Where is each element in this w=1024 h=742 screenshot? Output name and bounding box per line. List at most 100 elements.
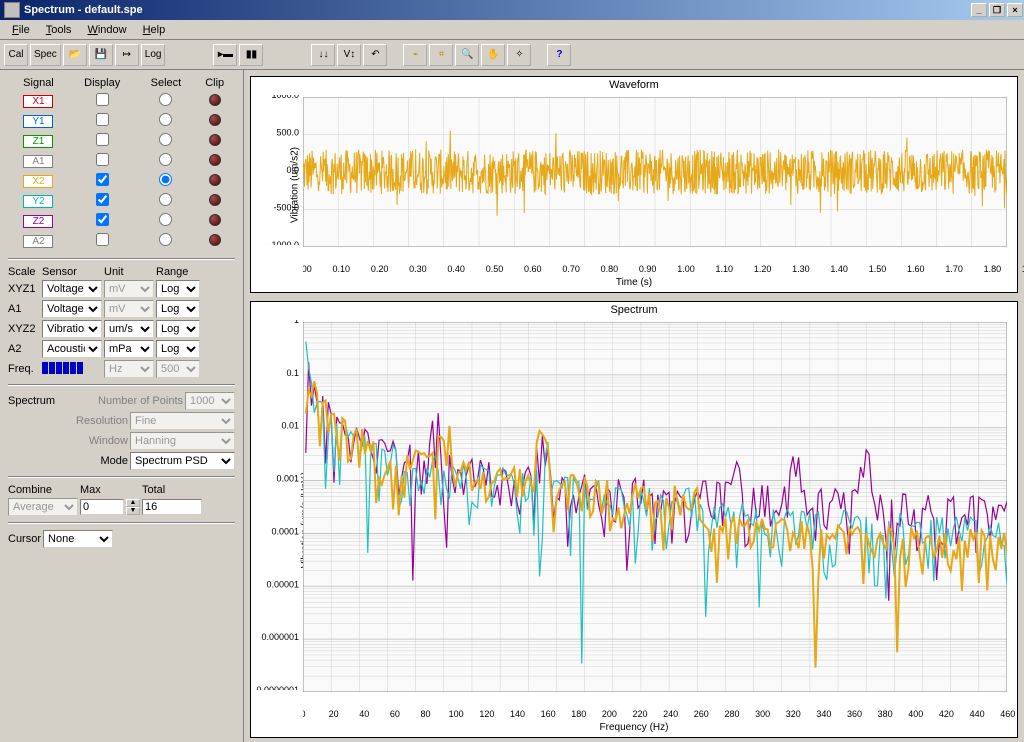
sensor-select[interactable]: Vibration — [42, 320, 102, 338]
svg-text:1: 1 — [294, 320, 299, 325]
svg-text:400: 400 — [908, 709, 923, 719]
sensor-select[interactable]: Voltage — [42, 300, 102, 318]
maximize-button[interactable]: ❐ — [989, 3, 1005, 17]
scale-row-label: XYZ1 — [8, 283, 40, 295]
signal-row: A2 — [10, 232, 233, 250]
open-button[interactable]: 📂 — [63, 44, 87, 66]
log-button[interactable]: Log — [141, 44, 166, 66]
max-spinner-up[interactable]: ▲ — [126, 499, 140, 507]
crosshair-icon: ✧ — [515, 49, 523, 60]
menu-file[interactable]: File — [4, 22, 38, 38]
select-radio[interactable] — [159, 233, 172, 246]
clip-led — [209, 94, 221, 106]
display-checkbox[interactable] — [96, 233, 109, 246]
range-select[interactable]: Log — [156, 300, 200, 318]
signal-label: X1 — [23, 95, 53, 108]
left-panel: Signal Display Select Clip X1 Y1 Z1 A1 X… — [0, 70, 244, 742]
svg-text:1.30: 1.30 — [792, 264, 810, 274]
clip-led — [209, 174, 221, 186]
select-radio[interactable] — [159, 173, 172, 186]
tool-grid-button[interactable]: ⌗ — [429, 44, 453, 66]
svg-text:1.50: 1.50 — [869, 264, 887, 274]
spectrum-chart[interactable]: Spectrum Vibration (um/s /Hz½) 10.10.010… — [250, 301, 1018, 738]
svg-text:80: 80 — [421, 709, 431, 719]
tool-vscale-button[interactable]: V↕ — [337, 44, 361, 66]
total-input[interactable] — [142, 499, 202, 515]
tool-reset-button[interactable]: ↶ — [363, 44, 387, 66]
help-button[interactable]: ? — [547, 44, 571, 66]
unit-header: Unit — [104, 266, 154, 278]
vcursor-icon: ↓↓ — [318, 49, 328, 60]
range-select[interactable]: Log — [156, 340, 200, 358]
window-title: Spectrum - default.spe — [24, 4, 970, 16]
tool-vcursor-button[interactable]: ↓↓ — [311, 44, 335, 66]
svg-text:140: 140 — [510, 709, 525, 719]
unit-select[interactable]: mPa — [104, 340, 154, 358]
max-input[interactable] — [80, 499, 124, 515]
pause-button[interactable]: ▮▮ — [239, 44, 263, 66]
play-icon: ▸▬ — [218, 49, 233, 60]
signal-row: X1 — [10, 92, 233, 110]
svg-text:260: 260 — [694, 709, 709, 719]
svg-text:500.0: 500.0 — [276, 128, 299, 138]
sensor-select[interactable]: Acoustic — [42, 340, 102, 358]
svg-text:360: 360 — [847, 709, 862, 719]
save-icon: 💾 — [95, 49, 107, 60]
svg-text:0.40: 0.40 — [447, 264, 465, 274]
cal-button[interactable]: Cal — [4, 44, 28, 66]
menu-window[interactable]: Window — [79, 22, 134, 38]
display-checkbox[interactable] — [96, 113, 109, 126]
points-label: Number of Points — [57, 395, 183, 407]
waveform-chart[interactable]: Waveform Vibration (um/s2) -1000.0-500.0… — [250, 76, 1018, 293]
cursor-select[interactable]: None — [43, 530, 113, 548]
menu-tools[interactable]: Tools — [38, 22, 80, 38]
display-checkbox[interactable] — [96, 173, 109, 186]
signal-row: Z1 — [10, 132, 233, 150]
select-radio[interactable] — [159, 133, 172, 146]
tool-pan-button[interactable]: ✋ — [481, 44, 505, 66]
clip-led — [209, 134, 221, 146]
sensor-select[interactable]: Voltage — [42, 280, 102, 298]
display-checkbox[interactable] — [96, 93, 109, 106]
menu-help[interactable]: Help — [135, 22, 174, 38]
svg-text:320: 320 — [786, 709, 801, 719]
export-button[interactable]: ↦ — [115, 44, 139, 66]
minimize-button[interactable]: _ — [971, 3, 987, 17]
range-select[interactable]: Log — [156, 280, 200, 298]
svg-text:240: 240 — [663, 709, 678, 719]
col-display: Display — [69, 76, 136, 90]
mode-select[interactable]: Spectrum PSD — [130, 452, 235, 470]
play-button[interactable]: ▸▬ — [213, 44, 237, 66]
display-checkbox[interactable] — [96, 213, 109, 226]
select-radio[interactable] — [159, 113, 172, 126]
svg-text:1.20: 1.20 — [754, 264, 772, 274]
title-bar: Spectrum - default.spe _ ❐ × — [0, 0, 1024, 20]
svg-text:180: 180 — [571, 709, 586, 719]
tool-crosshair-button[interactable]: ✧ — [507, 44, 531, 66]
unit-select[interactable]: um/s — [104, 320, 154, 338]
spec-button[interactable]: Spec — [30, 44, 61, 66]
zoom-icon: 🔍 — [461, 49, 473, 60]
hand-icon: ✋ — [487, 49, 499, 60]
signal-label: Z2 — [23, 215, 53, 228]
tool-autoscale-button[interactable]: ⌁ — [403, 44, 427, 66]
display-checkbox[interactable] — [96, 153, 109, 166]
select-radio[interactable] — [159, 153, 172, 166]
select-radio[interactable] — [159, 193, 172, 206]
display-checkbox[interactable] — [96, 133, 109, 146]
svg-text:200: 200 — [602, 709, 617, 719]
select-radio[interactable] — [159, 93, 172, 106]
svg-text:20: 20 — [329, 709, 339, 719]
select-radio[interactable] — [159, 213, 172, 226]
tool-zoom-button[interactable]: 🔍 — [455, 44, 479, 66]
save-button[interactable]: 💾 — [89, 44, 113, 66]
max-spinner-down[interactable]: ▼ — [126, 507, 140, 515]
signal-label: A1 — [23, 155, 53, 168]
range-select[interactable]: Log — [156, 320, 200, 338]
scale-header: Scale — [8, 266, 40, 278]
points-select: 1000 — [185, 392, 235, 410]
scale-row-label: A2 — [8, 343, 40, 355]
svg-text:0.50: 0.50 — [486, 264, 504, 274]
close-button[interactable]: × — [1007, 3, 1023, 17]
display-checkbox[interactable] — [96, 193, 109, 206]
